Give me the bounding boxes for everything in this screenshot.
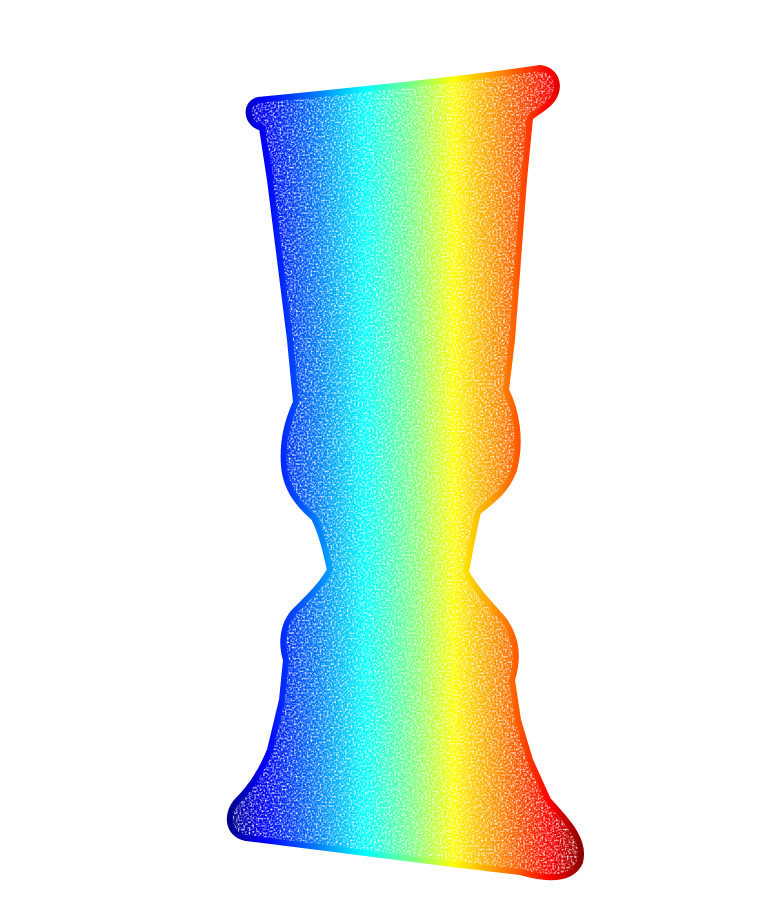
vase-point-cloud: [226, 65, 585, 881]
